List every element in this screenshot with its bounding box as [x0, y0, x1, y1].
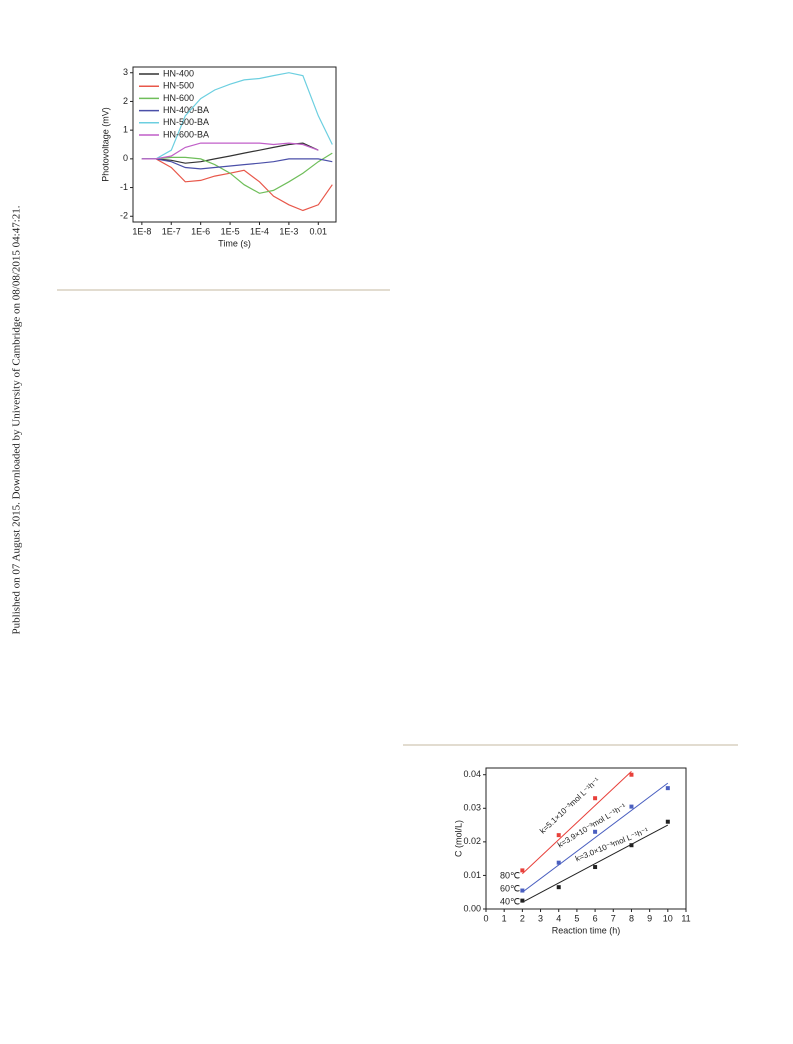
x-tick-label: 1E-8	[132, 226, 151, 236]
series-label: 40℃	[500, 896, 520, 906]
y-tick-label: 2	[123, 96, 128, 106]
x-tick-label: 1E-3	[279, 226, 298, 236]
series-line	[141, 158, 333, 212]
legend-label: HN-500-BA	[163, 117, 209, 127]
x-tick-label: 4	[556, 913, 561, 923]
data-point	[629, 772, 634, 777]
x-tick-label: 10	[663, 913, 673, 923]
series-line	[141, 152, 333, 194]
x-tick-label: 6	[593, 913, 598, 923]
x-tick-label: 0	[483, 913, 488, 923]
y-tick-label: 0.04	[463, 769, 481, 779]
series-line	[141, 142, 319, 164]
y-tick-label: 3	[123, 67, 128, 77]
y-tick-label: 1	[123, 125, 128, 135]
series-line	[141, 158, 333, 170]
legend-label: HN-500	[163, 81, 194, 91]
y-axis-label: Photovoltage (mV)	[100, 107, 110, 182]
data-point	[665, 786, 670, 791]
data-point	[593, 796, 598, 801]
series-label: 60℃	[500, 883, 520, 893]
y-tick-label: 0.00	[463, 903, 481, 913]
y-tick-label: 0.01	[463, 870, 481, 880]
x-tick-label: 8	[629, 913, 634, 923]
x-tick-label: 3	[538, 913, 543, 923]
data-point	[556, 860, 561, 865]
plot-frame	[132, 66, 337, 223]
legend-label: HN-600	[163, 93, 194, 103]
series-label: 80℃	[500, 870, 520, 880]
series-line	[141, 72, 333, 160]
data-point	[593, 865, 598, 870]
data-point	[520, 868, 525, 873]
data-point	[629, 843, 634, 848]
legend-label: HN-400	[163, 68, 194, 78]
x-tick-label: 5	[574, 913, 579, 923]
x-axis-label: Time (s)	[218, 238, 251, 248]
x-tick-label: 7	[611, 913, 616, 923]
y-tick-label: 0.02	[463, 836, 481, 846]
x-axis-label: Reaction time (h)	[552, 925, 621, 935]
data-point	[665, 819, 670, 824]
fit-line	[522, 770, 632, 875]
legend-label: HN-400-BA	[163, 105, 209, 115]
x-tick-label: 1E-5	[221, 226, 240, 236]
fit-line	[522, 824, 669, 903]
data-point	[629, 804, 634, 809]
data-point	[520, 888, 525, 893]
data-point	[556, 833, 561, 838]
x-tick-label: 1E-4	[250, 226, 269, 236]
x-tick-label: 1E-7	[162, 226, 181, 236]
fit-line	[522, 782, 669, 893]
legend-label: HN-600-BA	[163, 129, 209, 139]
y-axis-label: C (mol/L)	[453, 820, 463, 857]
plot-frame	[485, 767, 687, 910]
data-point	[593, 829, 598, 834]
x-tick-label: 1E-6	[191, 226, 210, 236]
x-tick-label: 2	[520, 913, 525, 923]
series-line	[141, 142, 319, 160]
y-tick-label: -1	[120, 182, 128, 192]
x-tick-label: 9	[647, 913, 652, 923]
x-tick-label: 11	[681, 913, 690, 923]
data-point	[520, 898, 525, 903]
data-point	[556, 885, 561, 890]
side-text: Published on 07 August 2015. Downloaded …	[11, 205, 23, 634]
y-tick-label: -2	[120, 211, 128, 221]
y-tick-label: 0.03	[463, 803, 481, 813]
y-tick-label: 0	[123, 153, 128, 163]
x-tick-label: 1	[502, 913, 507, 923]
x-tick-label: 0.01	[310, 226, 328, 236]
